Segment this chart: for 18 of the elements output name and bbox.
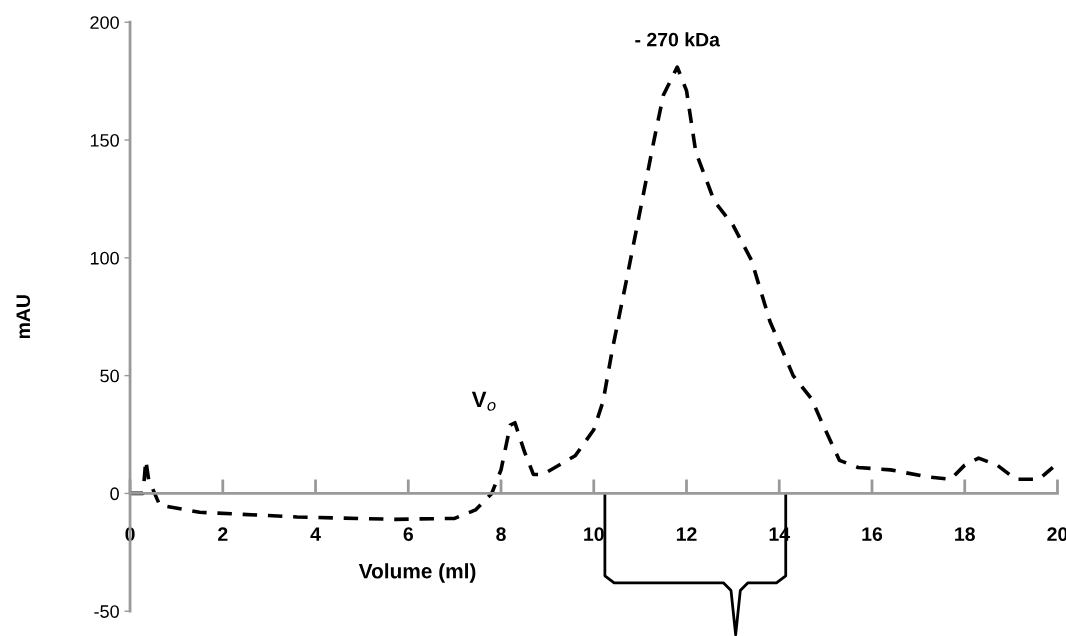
x-tick-label: 10 (584, 527, 604, 542)
y-axis-title: mAU (16, 295, 31, 339)
x-tick-label: 6 (403, 527, 413, 542)
y-tick-label: 200 (90, 16, 119, 29)
annotation: V$_{o}$ (471, 391, 496, 411)
y-tick-label: 150 (90, 133, 119, 147)
x-tick-label: 8 (496, 527, 506, 542)
y-tick-label: 100 (90, 251, 119, 265)
y-tick-label: -50 (94, 605, 119, 618)
x-tick-label: 4 (310, 527, 321, 541)
annotation: - 270 kDa (635, 32, 721, 47)
x-axis-title: Volume (ml) (358, 563, 476, 583)
y-tick-label: 0 (110, 487, 119, 501)
x-tick-label: 12 (676, 527, 697, 541)
x-tick-label: 2 (218, 527, 228, 541)
y-tick-label: 50 (100, 369, 119, 383)
x-tick-label: 16 (862, 527, 883, 542)
x-tick-label: 18 (955, 527, 975, 542)
